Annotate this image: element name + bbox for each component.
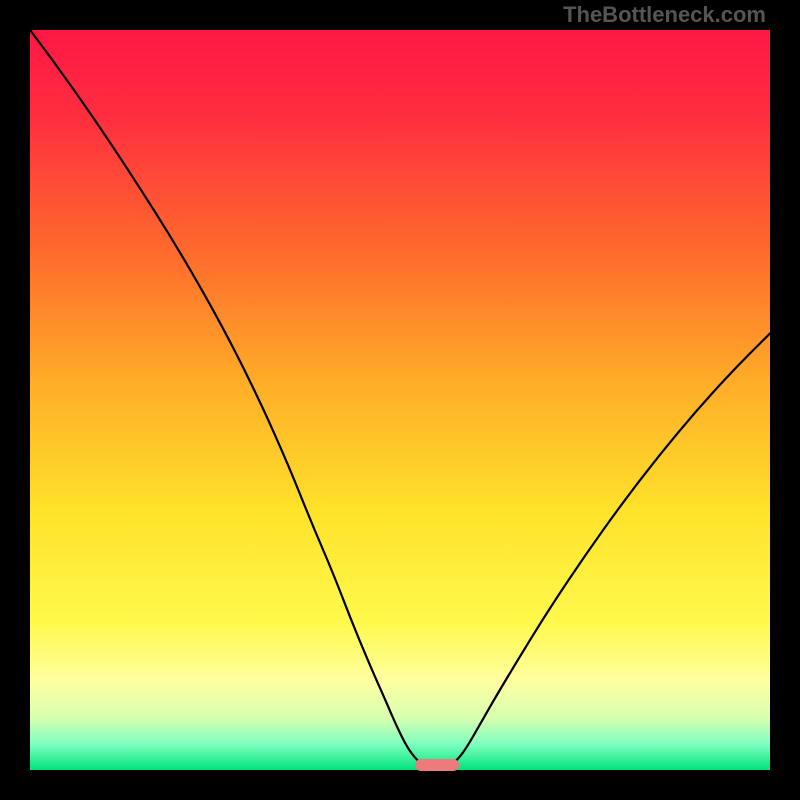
chart-frame: TheBottleneck.com: [0, 0, 800, 800]
bottleneck-curve: [30, 30, 770, 767]
watermark-label: TheBottleneck.com: [563, 2, 766, 28]
curve-layer: [30, 30, 770, 770]
plot-area: [30, 30, 770, 770]
optimum-marker: [415, 759, 459, 771]
